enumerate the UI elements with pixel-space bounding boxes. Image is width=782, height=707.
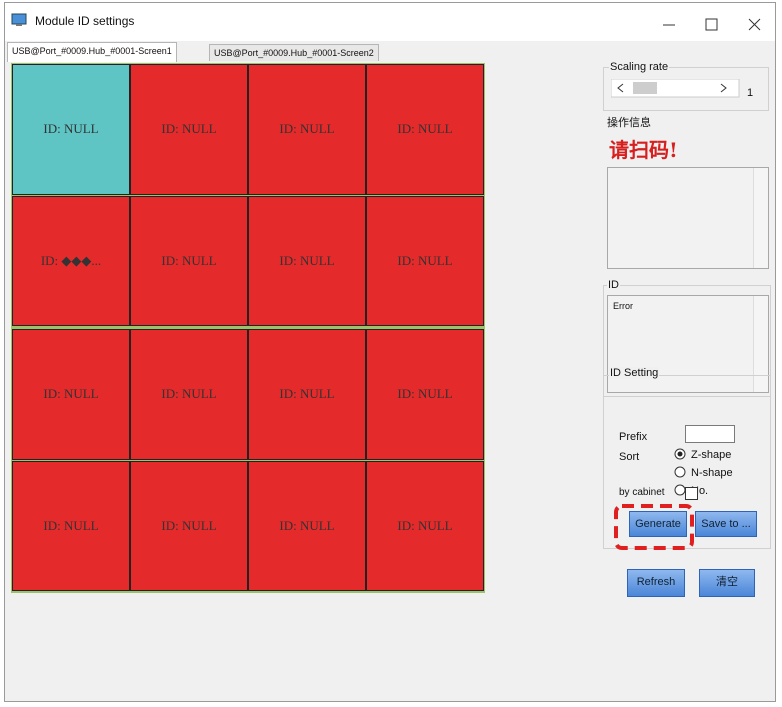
module-cell[interactable]: ID: NULL — [366, 64, 484, 195]
id-text: Error — [613, 301, 633, 311]
radio-group — [674, 448, 686, 496]
module-cell[interactable]: ID: NULL — [248, 460, 366, 591]
module-cell[interactable]: ID: NULL — [12, 329, 130, 460]
module-cell[interactable]: ID: NULL — [248, 195, 366, 326]
radio[interactable] — [674, 484, 686, 496]
by-cabinet-checkbox[interactable] — [685, 487, 698, 500]
group-label: ID — [607, 279, 620, 291]
group-label: ID Setting — [609, 367, 660, 379]
save-button[interactable]: Save to ... — [695, 511, 757, 537]
tab[interactable]: USB@Port_#0009.Hub_#0001-Screen1 — [7, 42, 177, 62]
tab[interactable]: USB@Port_#0009.Hub_#0001-Screen2 — [209, 44, 379, 61]
window: Module ID settings USB@Port_#0009.Hub_#0… — [4, 2, 776, 702]
module-cell[interactable]: ID: NULL — [130, 329, 248, 460]
scaling-value: 1 — [747, 87, 754, 99]
module-cell[interactable]: ID: NULL — [366, 195, 484, 326]
module-cell[interactable]: ID: NULL — [130, 460, 248, 591]
id-group — [603, 285, 771, 397]
module-cell[interactable]: ID: ◆◆◆... — [12, 195, 130, 326]
highlight-box — [614, 504, 694, 550]
info-message: 请扫码! — [609, 138, 678, 162]
module-cell[interactable]: ID: NULL — [12, 64, 130, 195]
window-title: Module ID settings — [35, 14, 135, 28]
module-cell[interactable]: ID: NULL — [366, 329, 484, 460]
refresh-button[interactable]: Refresh — [627, 569, 685, 597]
window-controls — [663, 18, 761, 31]
module-grid: ID: NULL ID: NULL ID: NULL ID: NULL ID: ◆◆◆.… — [11, 63, 485, 593]
prefix-input[interactable] — [685, 425, 735, 443]
module-cell[interactable]: ID: NULL — [248, 329, 366, 460]
close[interactable] — [748, 18, 761, 31]
maximize[interactable] — [705, 18, 718, 31]
module-cell[interactable]: ID: NULL — [248, 64, 366, 195]
sort-label: Sort — [619, 451, 640, 463]
radio[interactable] — [674, 466, 686, 478]
info-label: 操作信息 — [607, 117, 651, 129]
module-cell[interactable]: ID: NULL — [366, 460, 484, 591]
module-cell[interactable]: ID: NULL — [12, 460, 130, 591]
group-label: Scaling rate — [609, 61, 670, 73]
info-textbox[interactable] — [607, 167, 769, 269]
clear-button[interactable]: 清空 — [699, 569, 755, 597]
sort-option: Z-shape — [691, 449, 732, 461]
app-icon — [11, 13, 27, 26]
by-cabinet-label: by cabinet — [619, 487, 665, 498]
module-cell[interactable]: ID: NULL — [130, 64, 248, 195]
generate-button[interactable]: Generate — [629, 511, 687, 537]
sort-option: N-shape — [691, 467, 733, 479]
id-setting-group — [603, 375, 771, 549]
scaling-group — [603, 67, 769, 111]
scrollbar[interactable] — [611, 79, 741, 99]
prefix-label: Prefix — [619, 431, 648, 443]
module-cell[interactable]: ID: NULL — [130, 195, 248, 326]
title-bar: Module ID settings — [5, 3, 775, 41]
